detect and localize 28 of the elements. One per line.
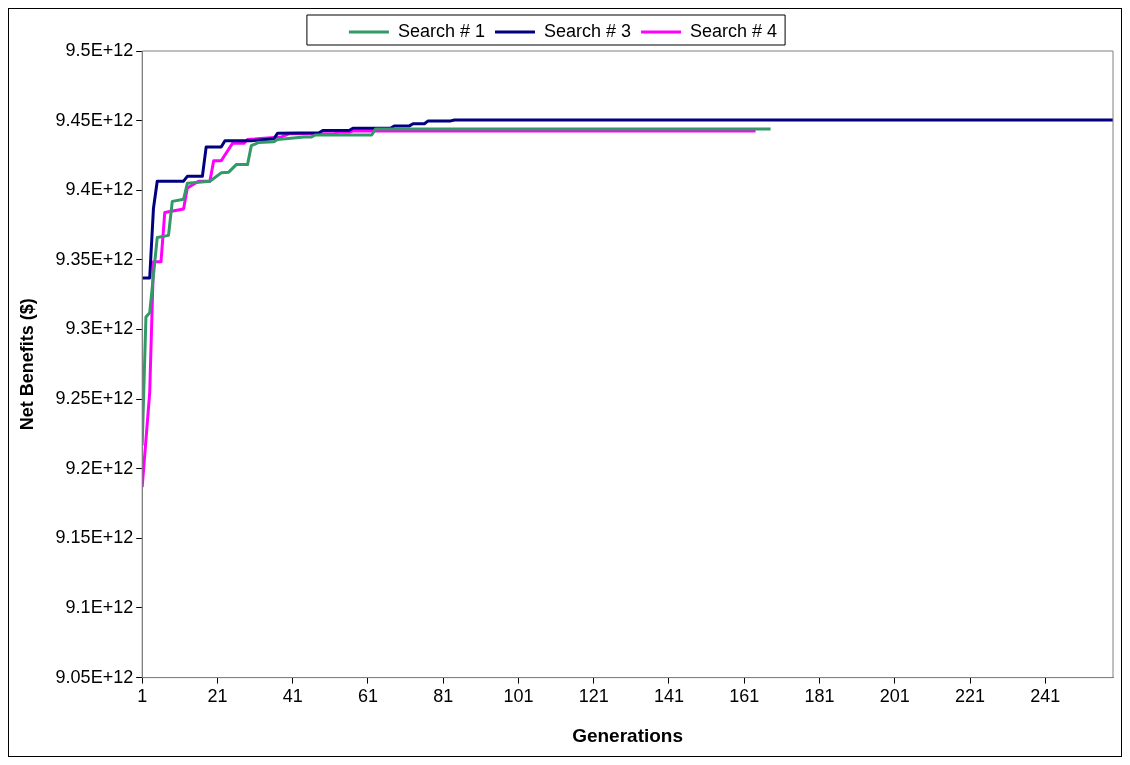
x-tick-label: 141 [653, 686, 684, 707]
y-tick-label: 9.3E+12 [65, 318, 134, 339]
x-tick-label: 61 [357, 686, 378, 707]
x-tick-label: 1 [137, 686, 148, 707]
y-tick-label: 9.5E+12 [65, 39, 134, 60]
legend-label: Search # 4 [690, 20, 778, 41]
y-tick-label: 9.25E+12 [55, 388, 134, 409]
x-tick-label: 41 [282, 686, 303, 707]
y-tick-label: 9.35E+12 [55, 248, 134, 269]
x-tick-label: 221 [954, 686, 986, 707]
legend-label: Search # 1 [397, 20, 485, 41]
y-tick-label: 9.15E+12 [55, 527, 134, 548]
x-tick-label: 181 [804, 686, 835, 707]
x-tick-label: 101 [503, 686, 534, 707]
y-axis-title: Net Benefits ($) [16, 298, 37, 431]
x-tick-label: 121 [578, 686, 609, 707]
legend-label: Search # 3 [543, 20, 632, 41]
x-tick-label: 21 [207, 686, 228, 707]
x-tick-label: 201 [879, 686, 910, 707]
y-tick-label: 9.4E+12 [65, 179, 134, 200]
x-tick-label: 161 [729, 686, 760, 707]
y-tick-label: 9.2E+12 [65, 457, 134, 478]
y-tick-label: 9.05E+12 [55, 666, 134, 687]
x-tick-label: 241 [1030, 686, 1061, 707]
x-tick-label: 81 [433, 686, 454, 707]
x-axis-title: Generations [572, 724, 684, 746]
y-tick-label: 9.45E+12 [55, 109, 134, 130]
y-tick-label: 9.1E+12 [65, 596, 134, 617]
